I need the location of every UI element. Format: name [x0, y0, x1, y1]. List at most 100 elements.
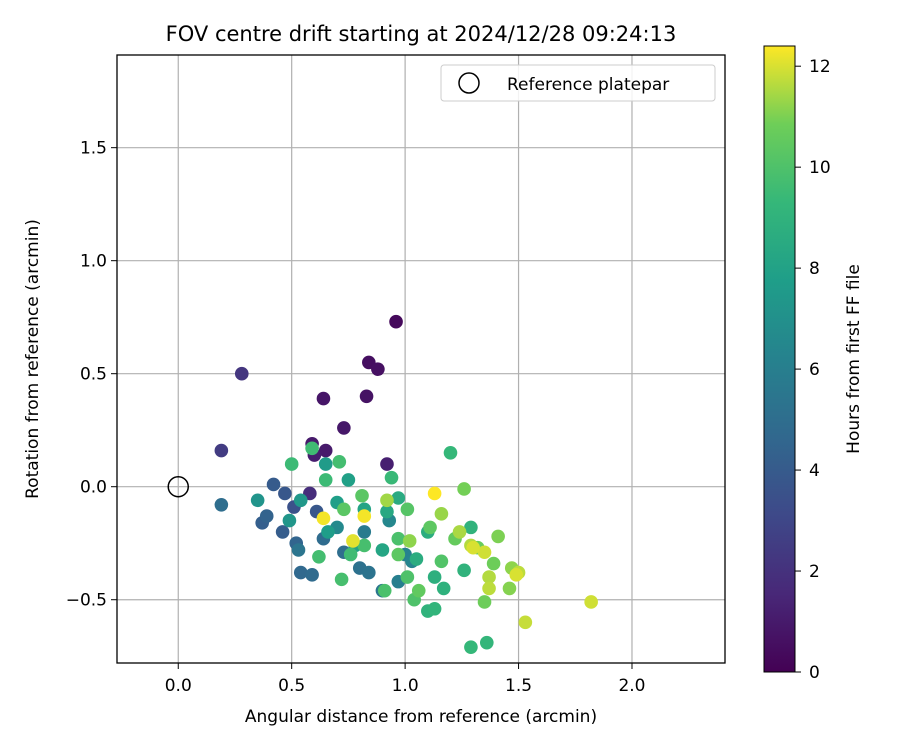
data-point [491, 529, 505, 544]
data-point [214, 443, 229, 458]
data-point [464, 640, 478, 654]
colorbar-tick-label: 0 [809, 663, 820, 683]
data-point [305, 441, 319, 456]
data-point [436, 581, 451, 596]
data-point [234, 366, 249, 381]
legend-label: Reference platepar [507, 75, 669, 95]
data-point [316, 511, 331, 526]
y-tick-label: 1.0 [80, 252, 107, 272]
data-point [337, 502, 351, 517]
data-point [343, 547, 358, 562]
colorbar-label: Hours from first FF file [844, 264, 864, 454]
data-point [464, 520, 478, 535]
data-point [334, 572, 349, 587]
y-axis-label: Rotation from reference (arcmin) [23, 219, 43, 499]
data-point [282, 513, 297, 528]
legend-box [440, 64, 716, 102]
legend: Reference platepar [440, 64, 716, 102]
data-point [391, 531, 406, 546]
data-point [250, 493, 265, 508]
reference-layer [167, 475, 190, 498]
data-point [434, 554, 449, 569]
data-point [318, 457, 333, 471]
data-point [275, 525, 290, 539]
data-point [486, 556, 501, 571]
data-point [400, 502, 415, 517]
chart-title: FOV centre drift starting at 2024/12/28 … [166, 22, 677, 46]
data-point [278, 486, 292, 501]
data-point [457, 482, 471, 496]
x-tick-label: 1.5 [505, 676, 532, 696]
data-point [411, 583, 426, 598]
data-point [391, 491, 406, 505]
data-point [477, 545, 492, 560]
data-point [482, 581, 496, 596]
x-tick-label: 1.0 [392, 676, 419, 696]
data-point [371, 362, 385, 376]
colorbar-tick-label: 10 [809, 158, 831, 178]
data-point [466, 540, 480, 555]
data-point [293, 565, 308, 580]
data-point [293, 493, 308, 508]
data-point [482, 570, 496, 584]
data-point [457, 563, 471, 578]
reference-marker [167, 475, 190, 498]
data-point [509, 568, 524, 582]
data-point [321, 525, 335, 539]
data-point [266, 477, 281, 492]
data-point [389, 314, 403, 329]
data-point [409, 552, 424, 566]
y-tick-label: 1.5 [80, 139, 107, 159]
plot-frame [116, 54, 726, 664]
data-point [502, 581, 517, 596]
y-tick-label: 0.0 [80, 478, 107, 498]
data-points [214, 314, 598, 654]
data-point [318, 443, 333, 458]
data-point [357, 525, 372, 539]
data-point [346, 534, 360, 548]
data-point [214, 497, 229, 512]
y-tick-label: 0.5 [80, 365, 107, 385]
legend-marker-icon [458, 72, 480, 94]
colorbar-tick-label: 12 [809, 57, 831, 77]
colorbar-tick-label: 8 [809, 259, 820, 279]
data-point [341, 473, 356, 487]
data-point [427, 486, 442, 501]
data-point [380, 504, 394, 519]
x-tick-label: 0.0 [165, 676, 192, 696]
data-point [259, 509, 274, 523]
data-point [384, 470, 399, 485]
data-point [291, 543, 306, 557]
data-point [427, 570, 442, 584]
x-tick-label: 0.5 [278, 676, 305, 696]
data-point [584, 595, 598, 609]
data-point [355, 488, 369, 503]
y-axis-ticks: −0.5 0.0 0.5 1.0 1.5 [66, 139, 117, 611]
colorbar-tick-label: 2 [809, 562, 820, 582]
data-point [305, 568, 319, 582]
colorbar-ticks: 0 2 4 6 8 10 12 [795, 57, 831, 683]
data-point [357, 538, 372, 553]
data-point [375, 543, 390, 557]
data-point [377, 583, 392, 598]
x-axis-label: Angular distance from reference (arcmin) [245, 707, 597, 727]
grid-lines [117, 55, 725, 663]
data-point [479, 635, 494, 650]
colorbar-gradient [763, 45, 796, 673]
data-point [357, 509, 372, 523]
data-point [452, 525, 467, 539]
data-point [337, 421, 351, 435]
data-point [284, 457, 299, 471]
data-point [359, 389, 374, 404]
data-point [332, 455, 347, 469]
x-axis-ticks: 0.0 0.5 1.0 1.5 2.0 [165, 663, 646, 696]
data-point [427, 601, 442, 616]
data-point [391, 547, 406, 562]
data-point [423, 520, 437, 535]
data-point [380, 493, 394, 508]
data-point [443, 445, 458, 460]
data-point [434, 507, 449, 521]
data-point [400, 570, 415, 584]
data-point [362, 565, 376, 580]
y-tick-label: −0.5 [66, 591, 107, 611]
